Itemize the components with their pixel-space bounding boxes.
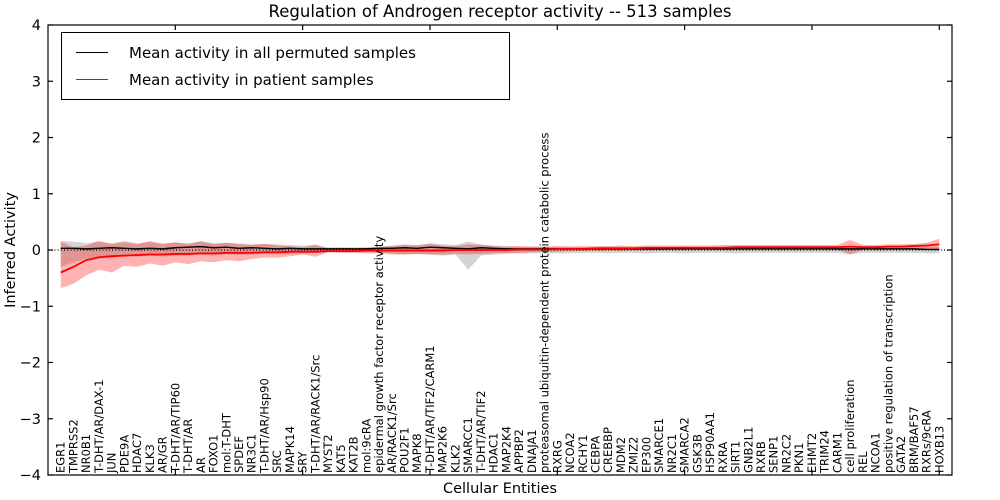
y-axis-label: Inferred Activity xyxy=(3,192,19,308)
x-category-label: SIRT1 xyxy=(729,441,743,473)
y-tick-label: 2 xyxy=(32,131,41,147)
x-category-label: T-DHT/AR/TIF2/CARM1 xyxy=(423,345,437,474)
x-category-label: GATA2 xyxy=(894,436,908,473)
x-category-label: RXRB xyxy=(754,441,768,473)
x-category-label: ZMIZ2 xyxy=(627,437,641,473)
y-tick-label: 4 xyxy=(32,18,41,34)
x-category-label: T-DHT/AR/DAX-1 xyxy=(92,379,106,474)
legend-entry-permuted: Mean activity in all permuted samples xyxy=(76,39,499,66)
x-category-label: BRM/BAF57 xyxy=(907,406,921,473)
x-category-label: APPBP2 xyxy=(512,429,526,473)
y-tick-label: −2 xyxy=(20,356,41,372)
x-category-label: mol:9cRA xyxy=(359,419,373,473)
x-category-label: KAT2B xyxy=(347,436,361,473)
patient-mean-line xyxy=(60,243,940,274)
x-category-label: GSK3B xyxy=(690,434,704,473)
x-category-label: mol:T-DHT xyxy=(219,412,233,473)
x-category-label: AR/GR xyxy=(156,436,170,473)
x-category-label: SRC xyxy=(270,450,284,473)
x-category-label: AR xyxy=(194,457,208,473)
x-category-label: HOXB13 xyxy=(932,426,946,473)
x-category-label: PDE9A xyxy=(117,435,131,473)
x-category-label: T-DHT/AR/RACK1/Src xyxy=(308,355,322,474)
x-category-label: MAPK8 xyxy=(410,433,424,473)
x-category-label: SMARCE1 xyxy=(652,418,666,473)
x-category-label: EP300 xyxy=(639,437,653,473)
y-tick-label: −1 xyxy=(20,299,41,315)
x-category-label: CEBPA xyxy=(588,436,602,473)
x-category-label: MYST2 xyxy=(321,434,335,473)
x-category-label: SRY xyxy=(296,450,310,473)
x-category-label: CARM1 xyxy=(830,432,844,473)
x-category-label: RXRs/9cRA xyxy=(920,410,934,473)
chart-title: Regulation of Androgen receptor activity… xyxy=(268,2,732,21)
permuted-mean-line xyxy=(60,245,940,251)
x-category-label: NCOA2 xyxy=(563,432,577,473)
x-category-label: PKN1 xyxy=(792,443,806,473)
x-category-label: cell proliferation xyxy=(843,379,857,473)
patient-line-swatch xyxy=(76,79,108,80)
x-category-label: FOXO1 xyxy=(207,435,221,473)
x-category-label: SPDEF xyxy=(232,436,246,473)
x-category-label: RCHY1 xyxy=(576,435,590,473)
permuted-line-swatch xyxy=(76,52,108,53)
x-category-label: MDM2 xyxy=(614,437,628,473)
legend-label-patient: Mean activity in patient samples xyxy=(129,70,374,89)
x-category-label: POU2F1 xyxy=(398,427,412,473)
x-category-label: GNB2L1 xyxy=(741,427,755,473)
x-category-label: T-DHT/AR/Hsp90 xyxy=(257,378,271,474)
patient-std-band xyxy=(60,238,940,289)
legend-entry-patient: Mean activity in patient samples xyxy=(76,66,499,93)
x-category-label: KLK2 xyxy=(448,444,462,473)
x-category-label: positive regulation of transcription xyxy=(881,274,895,473)
x-category-label: RXRG xyxy=(550,440,564,473)
y-tick-label: 0 xyxy=(32,243,41,259)
x-category-label: NR2C2 xyxy=(779,434,793,473)
x-category-label: EGR1 xyxy=(54,442,68,474)
x-category-label: T-DHT/AR/TIF2 xyxy=(474,390,488,474)
x-category-label: SMARCC1 xyxy=(461,417,475,473)
x-category-label: T-DHT/AR xyxy=(181,419,195,474)
legend: Mean activity in all permuted samples Me… xyxy=(61,32,510,100)
x-category-label: NCOA1 xyxy=(869,432,883,473)
x-category-label: MAPK14 xyxy=(283,426,297,473)
x-category-label: HDAC1 xyxy=(487,433,501,473)
x-category-label: JUN xyxy=(105,453,119,474)
x-category-label: KAT5 xyxy=(334,444,348,473)
x-category-label: RXRA xyxy=(716,442,730,473)
x-category-label: T-DHT/AR/TIP60 xyxy=(168,383,182,474)
x-category-label: epidermal growth factor receptor activit… xyxy=(372,236,386,473)
x-category-label: DNAJA1 xyxy=(525,429,539,473)
x-category-label: TRIM24 xyxy=(818,430,832,474)
x-category-label: HSP90AA1 xyxy=(703,412,717,473)
x-category-label: NR0B1 xyxy=(79,434,93,473)
x-category-label: TMPRSS2 xyxy=(66,419,80,474)
x-category-label: AR/RACK1/Src xyxy=(385,393,399,473)
x-category-label: MAP2K4 xyxy=(499,426,513,473)
legend-label-permuted: Mean activity in all permuted samples xyxy=(129,43,416,62)
x-axis-label: Cellular Entities xyxy=(442,481,558,497)
x-category-label: proteasomal ubiquitin-dependent protein … xyxy=(538,132,552,473)
x-category-label: SENP1 xyxy=(767,436,781,473)
x-category-label: MAP2K6 xyxy=(436,426,450,473)
x-category-label: NR2C1 xyxy=(665,434,679,473)
x-category-label: EHMT2 xyxy=(805,433,819,473)
x-category-label: SMARCA2 xyxy=(678,417,692,473)
x-category-label: CREBBP xyxy=(601,427,615,473)
x-category-label: REL xyxy=(856,451,870,473)
y-tick-label: −3 xyxy=(20,412,41,428)
x-category-label: HDAC7 xyxy=(130,433,144,473)
y-tick-label: 1 xyxy=(32,187,41,203)
y-tick-label: −4 xyxy=(20,468,41,484)
y-tick-label: 3 xyxy=(32,74,41,90)
x-category-label: KLK3 xyxy=(143,444,157,473)
x-category-label: NR3C1 xyxy=(245,434,259,473)
